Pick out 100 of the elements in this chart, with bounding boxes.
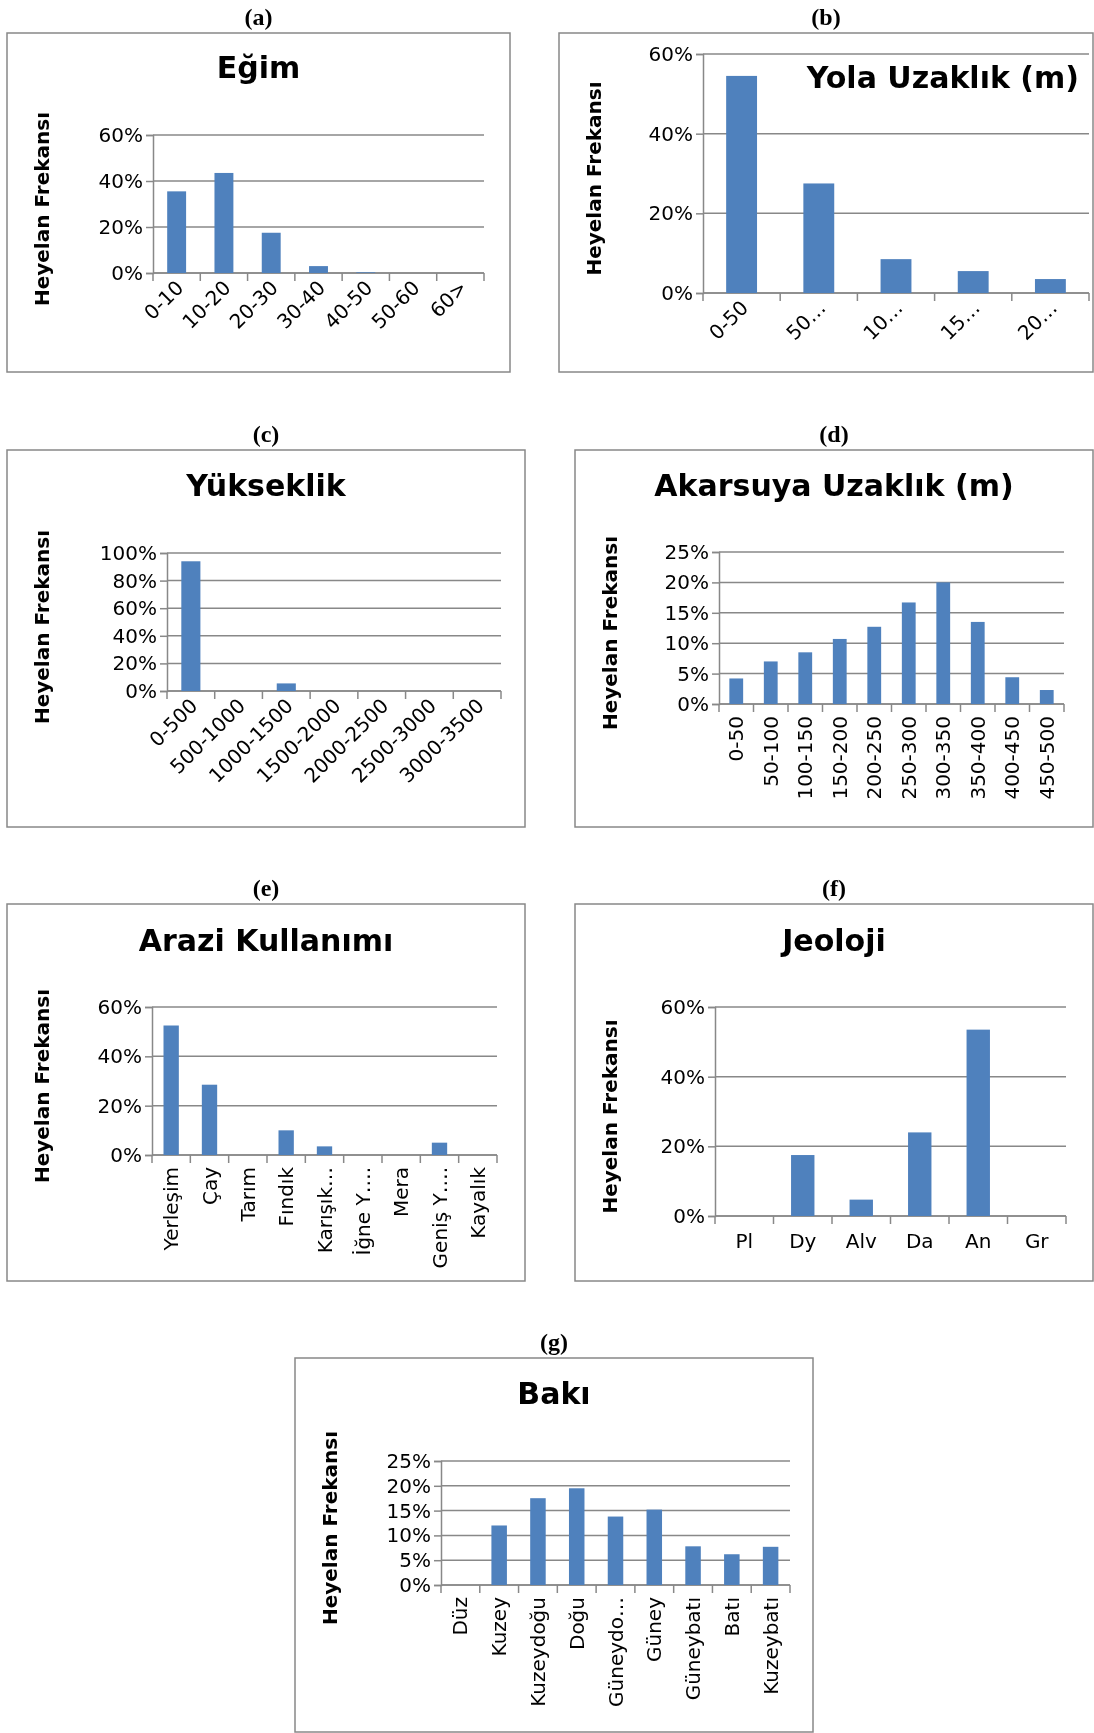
bar: [936, 582, 951, 704]
bar: [685, 1546, 701, 1585]
y-tick-label: 40%: [98, 168, 143, 193]
x-tick-label: Alv: [845, 1229, 877, 1253]
bar: [201, 1084, 218, 1155]
x-tick-label: Batı: [719, 1597, 744, 1637]
text: (b): [811, 4, 841, 30]
x-tick-label: Da: [905, 1229, 934, 1253]
chart-title: Arazi Kullanımı: [138, 923, 394, 958]
text: (g): [540, 1329, 568, 1355]
x-tick-label: Güneydo…: [603, 1597, 628, 1707]
bar: [791, 1155, 815, 1216]
x-tick-label: Mera: [389, 1167, 414, 1218]
bar: [798, 652, 813, 704]
bar: [1034, 279, 1066, 293]
x-tick-label: Düz: [448, 1597, 473, 1636]
bar: [849, 1199, 873, 1216]
x-tick-label: Fındık: [274, 1166, 299, 1227]
y-tick-label: 0%: [399, 1572, 431, 1597]
bar: [1039, 690, 1054, 704]
x-tick-label: 400-450: [1000, 716, 1025, 800]
bar: [167, 191, 187, 273]
x-tick-label: 100-150: [793, 716, 818, 800]
bar: [832, 638, 847, 704]
chart-title: Yükseklik: [185, 468, 347, 503]
y-tick-label: 40%: [97, 1044, 142, 1069]
y-tick-label: 0%: [111, 260, 143, 285]
x-tick-label: 350-400: [965, 716, 990, 800]
bar: [431, 1142, 448, 1155]
bar: [880, 259, 912, 293]
x-tick-label: Kuzey: [487, 1596, 512, 1657]
y-axis-title: Heyelan Frekansı: [582, 81, 606, 276]
x-tick-label: Geniş Y….: [427, 1167, 452, 1269]
y-tick-label: 60%: [98, 122, 143, 147]
x-tick-label: An: [965, 1229, 992, 1253]
x-tick-label: Doğu: [564, 1597, 589, 1651]
y-tick-label: 0%: [110, 1142, 142, 1167]
text: (f): [822, 875, 846, 901]
text: (d): [819, 421, 849, 447]
y-tick-label: 0%: [125, 678, 157, 703]
y-axis-title: Heyelan Frekansı: [598, 535, 622, 731]
bar: [1005, 677, 1020, 704]
y-tick-label: 20%: [97, 1093, 142, 1118]
chart-title: Jeoloji: [780, 923, 886, 958]
x-tick-label: 50-100: [758, 716, 783, 787]
bar: [261, 232, 281, 273]
bar: [163, 1025, 179, 1155]
bar: [729, 678, 744, 704]
y-tick-label: 20%: [112, 651, 157, 676]
x-tick-label: Kayalık: [465, 1166, 490, 1239]
y-axis-title: Heyelan Frekansı: [598, 1019, 622, 1214]
x-tick-label: Gr: [1024, 1229, 1050, 1253]
y-tick-label: 60%: [97, 994, 142, 1019]
chart-title: Yola Uzaklık (m): [805, 60, 1079, 95]
y-tick-label: 20%: [664, 570, 709, 595]
bar: [278, 1130, 294, 1155]
y-tick-label: 0%: [677, 691, 709, 716]
text: (c): [252, 421, 280, 447]
y-axis-title: Heyelan Frekansı: [318, 1430, 342, 1626]
x-tick-label: Pl: [735, 1229, 754, 1253]
y-tick-label: 15%: [664, 600, 709, 625]
x-tick-label: Tarım: [235, 1167, 260, 1223]
y-tick-label: 0%: [661, 280, 693, 305]
chart-title: Akarsuya Uzaklık (m): [654, 468, 1014, 503]
bar: [763, 661, 778, 704]
x-tick-label: 250-300: [896, 716, 921, 800]
x-tick-label: 150-200: [827, 716, 852, 800]
bar: [726, 75, 758, 293]
bar: [867, 626, 882, 704]
x-tick-label: 50…: [781, 295, 831, 345]
bar: [568, 1488, 585, 1585]
x-tick-label: Dy: [789, 1229, 817, 1253]
x-tick-label: Kuzeydoğu: [525, 1597, 550, 1707]
bar: [214, 172, 234, 273]
x-tick-label: Yerleşim: [159, 1167, 184, 1252]
y-tick-label: 25%: [664, 539, 709, 564]
y-tick-label: 25%: [386, 1448, 431, 1473]
x-tick-label: Güneybatı: [681, 1597, 706, 1701]
y-tick-label: 80%: [112, 568, 157, 593]
x-tick-label: 0-50: [724, 716, 749, 762]
bar: [966, 1029, 990, 1216]
x-tick-label: Güney: [642, 1596, 667, 1662]
x-tick-label: 10…: [858, 295, 908, 345]
y-tick-label: 40%: [648, 121, 693, 146]
x-tick-label: 15…: [935, 295, 985, 345]
y-tick-label: 15%: [386, 1498, 431, 1523]
y-tick-label: 60%: [112, 596, 157, 621]
bar: [957, 271, 989, 293]
y-axis-title: Heyelan Frekansı: [30, 988, 54, 1184]
text: (e): [252, 875, 280, 901]
bar: [316, 1146, 333, 1155]
bar: [646, 1509, 663, 1585]
y-tick-label: 10%: [386, 1523, 431, 1548]
y-tick-label: 20%: [648, 201, 693, 226]
bar: [901, 602, 916, 704]
chart-title: Eğim: [216, 50, 301, 85]
y-axis-title: Heyelan Frekansı: [30, 111, 54, 307]
bar: [724, 1554, 740, 1585]
y-tick-label: 100%: [99, 540, 157, 565]
bar: [491, 1525, 507, 1585]
